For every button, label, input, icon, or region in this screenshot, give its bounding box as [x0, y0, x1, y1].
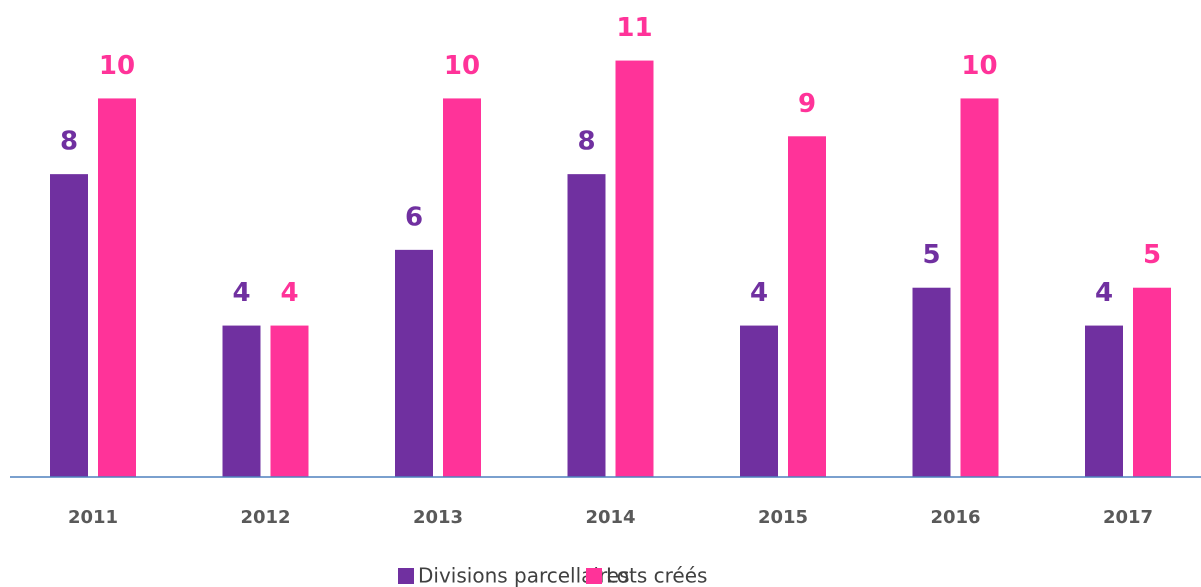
legend-swatch: [586, 568, 602, 584]
value-label: 10: [444, 51, 480, 81]
bar: [1085, 325, 1123, 477]
bar: [960, 98, 999, 477]
bar: [1133, 287, 1171, 477]
legend-label: Divisions parcellaires: [418, 564, 629, 587]
bar: [567, 174, 606, 477]
bar: [98, 98, 136, 477]
value-label: 8: [577, 127, 595, 157]
value-label: 10: [99, 51, 135, 81]
value-label: 5: [922, 240, 940, 270]
value-label: 4: [750, 278, 768, 308]
bar: [222, 325, 261, 477]
value-label: 11: [616, 13, 652, 43]
x-tick-label: 2014: [585, 507, 635, 528]
value-label: 8: [60, 127, 78, 157]
bar: [270, 325, 309, 477]
x-tick-label: 2015: [758, 507, 808, 528]
value-label: 10: [961, 51, 997, 81]
bar: [443, 98, 481, 477]
value-label: 9: [798, 89, 816, 119]
x-tick-label: 2016: [930, 507, 980, 528]
bar: [788, 136, 826, 478]
bar: [395, 249, 433, 477]
x-tick-label: 2013: [413, 507, 463, 528]
x-tick-label: 2017: [1103, 507, 1153, 528]
bar: [912, 287, 951, 477]
x-tick-label: 2012: [240, 507, 290, 528]
value-label: 5: [1143, 240, 1161, 270]
bar: [615, 60, 654, 477]
value-label: 6: [405, 202, 423, 232]
legend-label: Lots créés: [606, 564, 707, 587]
legend-swatch: [398, 568, 414, 584]
value-label: 4: [280, 278, 298, 308]
bar: [50, 174, 88, 477]
value-label: 4: [232, 278, 250, 308]
value-label: 4: [1095, 278, 1113, 308]
x-tick-label: 2011: [68, 507, 118, 528]
bar: [740, 325, 778, 477]
